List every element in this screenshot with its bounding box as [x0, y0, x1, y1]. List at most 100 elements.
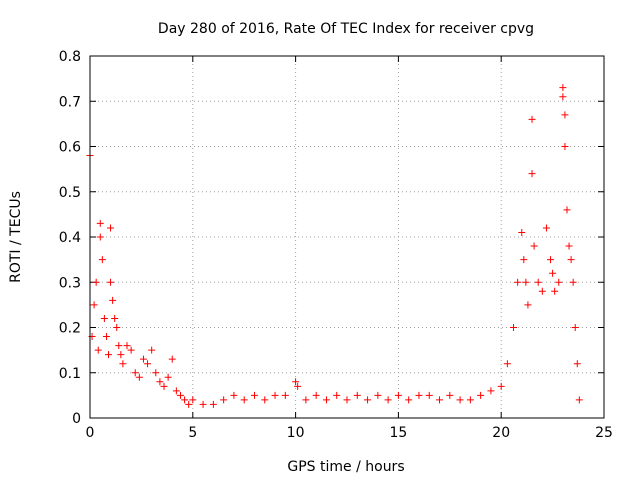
data-point	[547, 256, 555, 264]
data-point	[567, 256, 575, 264]
data-layer	[86, 84, 583, 408]
data-point	[111, 314, 119, 322]
data-point	[152, 369, 160, 377]
x-tick-label: 0	[86, 425, 95, 441]
data-point	[456, 396, 464, 404]
data-point	[94, 346, 102, 354]
data-point	[353, 391, 361, 399]
data-point	[573, 360, 581, 368]
data-point	[538, 287, 546, 295]
data-point	[477, 391, 485, 399]
tick-layer: 0 5 10 15 20 25 0 0.1 0.2 0.3 0.4 0.5 0.6 0.7 0.8	[59, 49, 613, 441]
data-point	[107, 278, 115, 286]
data-point	[497, 382, 505, 390]
data-point	[559, 93, 567, 101]
data-point	[189, 396, 197, 404]
data-point	[115, 342, 123, 350]
data-point	[415, 391, 423, 399]
data-point	[119, 360, 127, 368]
data-point	[139, 355, 147, 363]
data-point	[102, 333, 110, 341]
data-point	[322, 396, 330, 404]
data-point	[384, 396, 392, 404]
data-point	[503, 360, 511, 368]
x-axis-label: GPS time / hours	[287, 459, 404, 475]
data-point	[520, 256, 528, 264]
y-tick-label: 0.2	[59, 321, 81, 337]
data-point	[271, 391, 279, 399]
data-point	[312, 391, 320, 399]
data-point	[156, 378, 164, 386]
data-point	[555, 278, 563, 286]
data-point	[135, 373, 143, 381]
data-point	[528, 115, 536, 123]
data-point	[518, 228, 526, 236]
data-point	[105, 351, 113, 359]
data-point	[522, 278, 530, 286]
data-point	[333, 391, 341, 399]
data-point	[364, 396, 372, 404]
data-point	[92, 278, 100, 286]
data-point	[571, 324, 579, 331]
data-series	[86, 84, 583, 408]
data-point	[551, 287, 559, 295]
y-tick-label: 0.7	[59, 94, 81, 110]
data-point	[98, 256, 106, 264]
plot-border	[89, 55, 605, 419]
data-point	[209, 400, 217, 408]
data-point	[109, 296, 117, 304]
y-tick-label: 0	[72, 411, 81, 427]
data-point	[487, 387, 495, 395]
data-point	[514, 278, 522, 286]
data-point	[172, 387, 180, 395]
data-point	[261, 396, 269, 404]
data-point	[144, 360, 152, 368]
data-point	[534, 278, 542, 286]
data-point	[181, 396, 189, 404]
y-tick-label: 0.1	[59, 366, 81, 382]
y-tick-label: 0.8	[59, 49, 81, 65]
data-point	[530, 242, 538, 250]
data-point	[561, 143, 569, 150]
y-tick-label: 0.6	[59, 140, 81, 156]
data-point	[292, 378, 300, 386]
data-point	[185, 400, 193, 408]
data-point	[528, 170, 536, 178]
data-point	[148, 346, 156, 354]
data-point	[160, 382, 168, 390]
data-point	[575, 396, 583, 404]
data-point	[164, 373, 172, 381]
chart-title: Day 280 of 2016, Rate Of TEC Index for r…	[158, 21, 534, 37]
data-point	[90, 301, 98, 309]
data-point	[168, 355, 176, 363]
y-tick-label: 0.4	[59, 230, 81, 246]
data-point	[302, 396, 310, 404]
data-point	[96, 219, 104, 227]
data-point	[250, 391, 258, 399]
x-tick-label: 25	[595, 425, 613, 441]
data-point	[294, 382, 302, 390]
data-point	[446, 391, 454, 399]
data-point	[281, 391, 289, 399]
data-point	[563, 206, 571, 214]
data-point	[569, 278, 577, 286]
data-point	[131, 369, 139, 377]
data-point	[524, 301, 532, 309]
x-tick-label: 15	[389, 425, 407, 441]
data-point	[542, 224, 550, 232]
data-point	[425, 391, 433, 399]
data-point	[343, 396, 351, 404]
data-point	[113, 324, 121, 331]
data-point	[100, 314, 108, 322]
x-tick-label: 10	[287, 425, 305, 441]
data-point	[127, 346, 135, 354]
data-point	[561, 111, 569, 119]
data-point	[107, 224, 115, 232]
data-point	[549, 269, 557, 277]
data-point	[230, 391, 238, 399]
x-tick-label: 20	[492, 425, 510, 441]
data-point	[559, 84, 567, 92]
data-point	[240, 396, 248, 404]
data-point	[199, 400, 207, 408]
